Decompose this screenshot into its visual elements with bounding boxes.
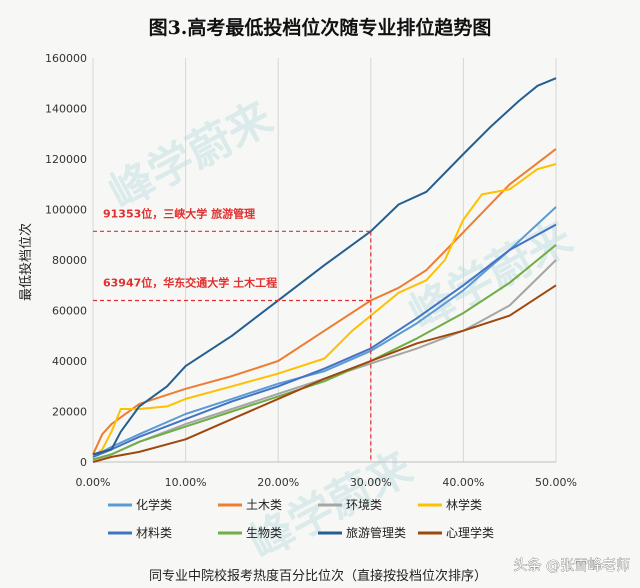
- x-tick-label: 50.00%: [535, 476, 577, 489]
- x-tick-label: 20.00%: [257, 476, 299, 489]
- legend-label-2: 环境类: [346, 497, 382, 512]
- x-tick-label: 30.00%: [350, 476, 392, 489]
- y-tick-label: 20000: [52, 406, 87, 419]
- x-axis-ticks: 0.00% 10.00% 20.00% 30.00% 40.00% 50.00%: [76, 476, 577, 489]
- y-tick-label: 40000: [52, 355, 87, 368]
- y-tick-label: 100000: [45, 204, 87, 217]
- y-tick-label: 80000: [52, 254, 87, 267]
- y-tick-label: 0: [80, 456, 87, 469]
- y-tick-label: 120000: [45, 153, 87, 166]
- y-axis-label: 最低投档位次: [18, 223, 34, 301]
- watermark-text-2: 峰学蔚来: [401, 212, 580, 340]
- annotations: 91353位，三峡大学 旅游管理 63947位，华东交通大学 土木工程: [93, 206, 372, 462]
- annotation-label-1: 63947位，华东交通大学 土木工程: [103, 276, 277, 290]
- series-line-4: [92, 223, 557, 458]
- legend-label-4: 材料类: [136, 526, 172, 540]
- x-tick-label: 10.00%: [165, 476, 207, 489]
- credit-text: 头条 @张雪峰老师: [514, 557, 630, 574]
- legend-label-1: 土木类: [246, 498, 282, 512]
- legend-label-0: 化学类: [136, 497, 172, 512]
- series-lines: [92, 77, 557, 463]
- y-tick-label: 140000: [45, 103, 87, 116]
- y-tick-label: 160000: [45, 52, 87, 65]
- x-axis-label: 同专业中院校报考热度百分比位次（直接按投档位次排序）: [149, 568, 487, 584]
- legend-label-5: 生物类: [246, 526, 282, 540]
- legend-label-7: 心理学类: [446, 525, 494, 540]
- annotation-label-0: 91353位，三峡大学 旅游管理: [103, 206, 255, 220]
- series-line-3: [92, 163, 557, 458]
- series-line-7: [92, 284, 557, 463]
- watermark-text-1: 峰学蔚来: [101, 92, 280, 220]
- legend-label-3: 林学类: [446, 497, 482, 512]
- watermark: 峰学蔚来 峰学蔚来 峰学蔚来: [101, 92, 580, 570]
- y-axis-ticks: 0 20000 40000 60000 80000 100000 120000 140000 1…: [45, 52, 87, 469]
- credit-badge: 头条 @张雪峰老师: [513, 557, 630, 575]
- y-tick-label: 60000: [52, 305, 87, 318]
- x-tick-label: 0.00%: [76, 476, 111, 489]
- legend-label-6: 旅游管理类: [346, 525, 406, 540]
- series-line-0: [92, 206, 557, 458]
- chart-title: 图3.高考最低投档位次随专业排位趋势图: [149, 16, 492, 39]
- series-line-6: [92, 77, 557, 456]
- x-tick-label: 40.00%: [442, 476, 484, 489]
